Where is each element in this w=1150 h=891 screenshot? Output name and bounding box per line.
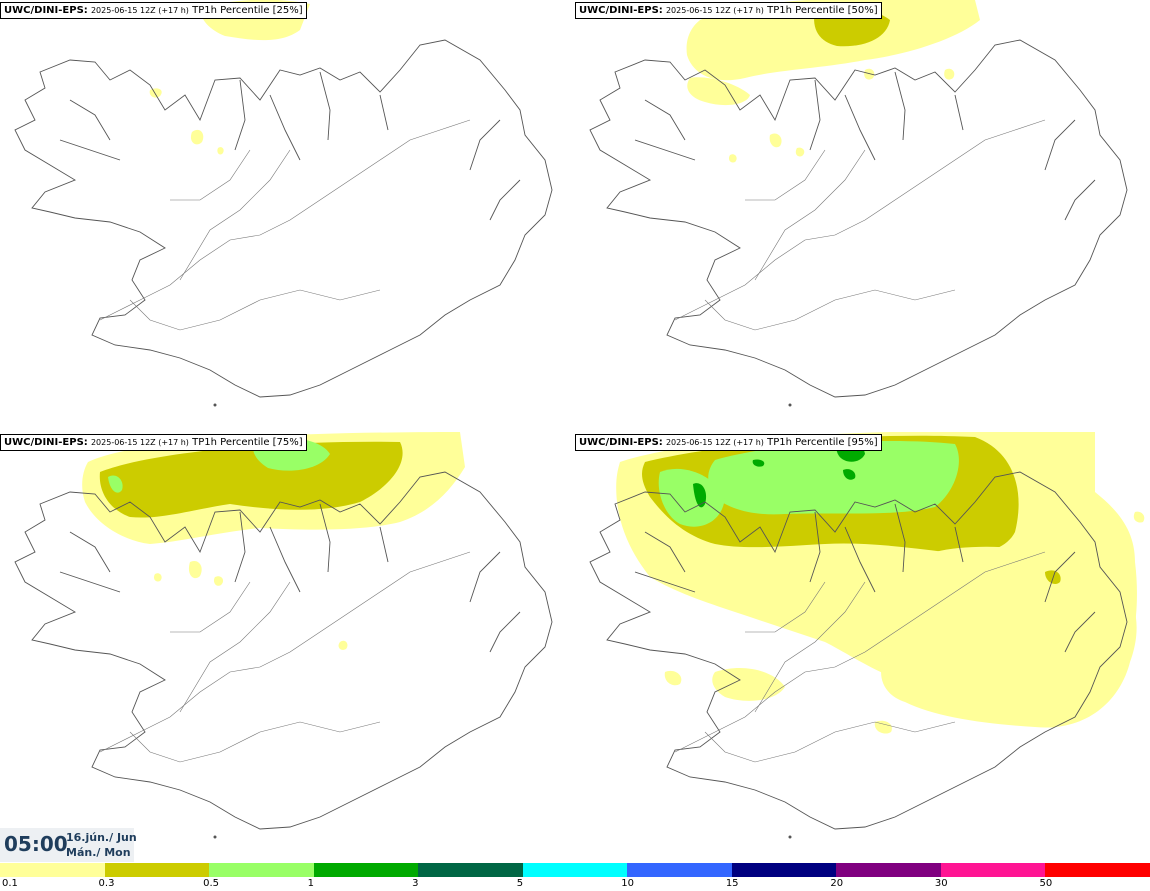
run-time: 2025-06-15 12Z (+17 h)	[665, 438, 764, 447]
model-name: UWC/DINI-EPS	[579, 5, 659, 16]
colorbar-swatch	[627, 863, 733, 877]
map-panel-p75: UWC/DINI-EPS: 2025-06-15 12Z (+17 h) TP1…	[0, 432, 573, 862]
colorbar-swatch	[836, 863, 942, 877]
colorbar-label: 0.3	[98, 878, 115, 889]
run-time: 2025-06-15 12Z (+17 h)	[90, 438, 189, 447]
valid-time: 05:00	[4, 832, 68, 856]
colorbar-swatch	[731, 863, 837, 877]
colorbar-label: 10	[621, 878, 634, 889]
valid-date: 16.jún./ Jun	[66, 831, 137, 844]
panel-title: UWC/DINI-EPS: 2025-06-15 12Z (+17 h) TP1…	[0, 434, 307, 451]
model-name: UWC/DINI-EPS	[4, 437, 84, 448]
map-panel-p50: UWC/DINI-EPS: 2025-06-15 12Z (+17 h) TP1…	[575, 0, 1148, 430]
colorbar-label: 5	[516, 878, 524, 889]
colorbar-label: 1	[307, 878, 314, 889]
precip-layer	[82, 432, 465, 650]
field-name: TP1h Percentile [25%]	[192, 5, 303, 16]
field-name: TP1h Percentile [95%]	[767, 437, 878, 448]
model-name: UWC/DINI-EPS	[4, 5, 84, 16]
road-network	[674, 119, 1046, 331]
colorbar-swatch	[104, 863, 210, 877]
colorbar-label: 20	[830, 878, 844, 889]
map-canvas	[589, 432, 1145, 839]
map-canvas	[589, 0, 1128, 407]
colorbar-label: 0.5	[203, 878, 219, 889]
panel-title: UWC/DINI-EPS: 2025-06-15 12Z (+17 h) TP1…	[575, 434, 882, 451]
colorbar-swatch	[209, 863, 315, 877]
map-canvas	[14, 432, 553, 839]
iceland-coastline	[589, 39, 1128, 398]
colorbar-swatch	[940, 863, 1046, 877]
colorbar-swatch	[0, 863, 105, 877]
colorbar-swatch	[522, 863, 628, 877]
colorbar-swatch	[1045, 863, 1150, 877]
run-time: 2025-06-15 12Z (+17 h)	[90, 6, 189, 15]
colorbar-label: 15	[725, 878, 739, 889]
iceland-coastline	[14, 39, 553, 398]
iceland-coastline	[14, 471, 553, 830]
map-panel-p95: UWC/DINI-EPS: 2025-06-15 12Z (+17 h) TP1…	[575, 432, 1148, 862]
road-network	[99, 551, 471, 763]
road-network	[99, 119, 471, 331]
valid-time-box: 05:00 16.jún./ Jun Mán./ Mon	[0, 828, 137, 862]
colorbar-label: 50	[1039, 878, 1053, 889]
valid-weekday: Mán./ Mon	[66, 846, 131, 859]
colorbar-label: 30	[934, 878, 948, 889]
field-name: TP1h Percentile [75%]	[192, 437, 303, 448]
panel-title: UWC/DINI-EPS: 2025-06-15 12Z (+17 h) TP1…	[575, 2, 882, 19]
model-name: UWC/DINI-EPS	[579, 437, 659, 448]
colorbar-label: 3	[412, 878, 419, 889]
map-panel-p25: UWC/DINI-EPS: 2025-06-15 12Z (+17 h) TP1…	[0, 0, 573, 430]
colorbar-label: 0.1	[2, 878, 18, 889]
field-name: TP1h Percentile [50%]	[767, 5, 878, 16]
colorbar-swatch	[313, 863, 419, 877]
map-canvas	[14, 0, 553, 407]
run-time: 2025-06-15 12Z (+17 h)	[665, 6, 764, 15]
precip-layer	[616, 432, 1145, 734]
colorbar-swatch	[418, 863, 524, 877]
panel-title: UWC/DINI-EPS: 2025-06-15 12Z (+17 h) TP1…	[0, 2, 307, 19]
iceland-coastline	[589, 471, 1128, 830]
precip-layer	[686, 0, 980, 163]
road-network	[674, 551, 1046, 763]
colorbar-legend: 0.1 0.3 0.5 1 3 5 10 15 20 30 50	[0, 863, 1150, 891]
